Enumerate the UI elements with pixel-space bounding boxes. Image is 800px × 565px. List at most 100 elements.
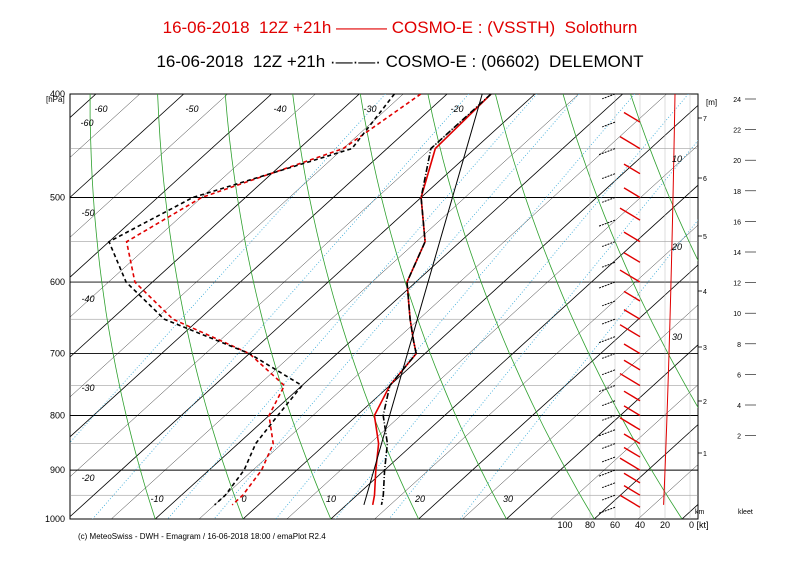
plot-area [0,94,800,519]
isotherm-line [286,145,698,519]
kleet-tick-label: 14 [733,250,741,257]
wind-barb-solothurn [623,359,641,371]
wind-barb-delemont [602,197,616,203]
pressure-tick-label: 900 [50,465,65,475]
wind-speed-tick-label: 40 [635,520,645,530]
isotherm-line [418,264,698,519]
isotherm-line [593,424,698,519]
kleet-unit-label: kleet [738,509,753,516]
wind-speed-tick-label: 20 [660,520,670,530]
title-delemont: 16-06-2018 12Z +21h ·—·—· COSMO-E : (066… [156,52,644,71]
isotherm-line [70,94,228,238]
wind-barb-delemont [602,415,616,421]
wind-barb-solothurn [623,308,641,320]
isotherm-line [462,304,698,519]
dry-adiabat-line [21,94,68,519]
isotherm-label: -30 [363,104,376,114]
isotherm-line [681,503,698,519]
wind-barb-solothurn [619,417,641,431]
kleet-tick-label: 12 [733,281,741,288]
wind-barb-solothurn [623,231,641,243]
pressure-tick-label: 400 [50,89,65,99]
height-tick-label: 5 [703,234,707,241]
isotherm-line [374,224,698,519]
height-tick-label: 2 [703,399,707,406]
kleet-tick-label: 8 [737,342,741,349]
height-km-label: km [695,509,705,516]
wind-barb-delemont [602,318,616,325]
wind-barb-delemont [602,494,616,501]
dry-adiabat-line [89,94,156,519]
isotherm-label: -40 [273,104,286,114]
height-tick-label: 1 [703,451,707,458]
isotherm-line [70,94,448,438]
wind-barb-solothurn [623,187,641,199]
isotherm-line [0,94,8,519]
dry-adiabat-line [495,94,683,519]
mixing-ratio-line [459,219,698,519]
isotherm-line [70,94,184,198]
mixing-ratio-label: 30 [672,332,682,342]
isotherm-label: -40 [81,294,94,304]
dry-adiabat-line [157,94,244,519]
isotherm-label: -60 [94,104,107,114]
wind-barb-solothurn [623,433,641,445]
wind-barb-solothurn [638,94,640,95]
wind-barb-solothurn [623,485,641,496]
delemont-dewpoint-line [107,94,396,506]
isotherm-label: -50 [81,208,94,218]
height-tick-label: 4 [703,289,707,296]
kleet-tick-label: 22 [733,128,741,135]
wind-barb-solothurn [623,163,641,175]
pressure-tick-label: 1000 [45,514,65,524]
wind-barb-solothurn [619,494,641,508]
pressure-unit-label: [hPa] [46,95,65,104]
wind-barb-delemont [602,456,616,463]
solothurn-temperature-line [371,94,492,506]
footer-credit: (c) MeteoSwiss - DWH - Emagram / 16-06-2… [78,532,326,541]
kleet-tick-label: 10 [733,311,741,318]
wind-speed-tick-label: 80 [585,520,595,530]
isotherm-line [70,94,272,278]
pressure-tick-label: 600 [50,277,65,287]
height-tick-label: 6 [703,176,707,183]
mixing-ratio-line [275,94,635,519]
kleet-tick-label: 20 [733,158,741,165]
isotherm-line [242,104,698,519]
wind-speed-tick-label: 100 [557,520,572,530]
dry-adiabat-line [292,94,419,519]
isotherm-line [506,344,698,519]
isotherm-line [550,384,698,519]
isotherm-label: -20 [81,473,94,483]
dry-adiabat-line [427,94,595,519]
parcel-line [363,94,483,506]
mixing-ratio-line [388,139,698,519]
kleet-tick-label: 6 [737,372,741,379]
wind-barb-solothurn [623,446,641,458]
isotherm-line [770,94,800,519]
isotherm-line [0,94,52,519]
wind-barb-delemont [602,241,616,247]
temperature-tick-label: 20 [414,494,425,504]
kleet-tick-label: 18 [733,189,741,196]
wind-barb-solothurn [619,207,641,221]
wind-speed-tick-label: 60 [610,520,620,530]
pressure-tick-label: 500 [50,192,65,202]
mixing-ratio-label: 20 [671,242,682,252]
dry-adiabat-line [562,94,698,409]
isotherm-line [70,94,404,398]
wind-barb-solothurn [623,343,641,355]
title-solothurn: 16-06-2018 12Z +21h ——— COSMO-E : (VSSTH… [162,18,638,37]
temperature-tick-label: 0 [241,494,246,504]
kleet-tick-label: 24 [733,97,741,104]
isotherm-label: -50 [185,104,198,114]
isotherm-line [70,94,316,318]
mixing-ratio-line [167,94,538,519]
height-unit-label: [m] [706,98,717,107]
isotherm-line [70,94,536,518]
wind-barb-delemont [602,400,616,407]
wind-barb-delemont [602,353,616,359]
temperature-tick-label: 10 [326,494,336,504]
pressure-tick-label: 700 [50,349,65,359]
